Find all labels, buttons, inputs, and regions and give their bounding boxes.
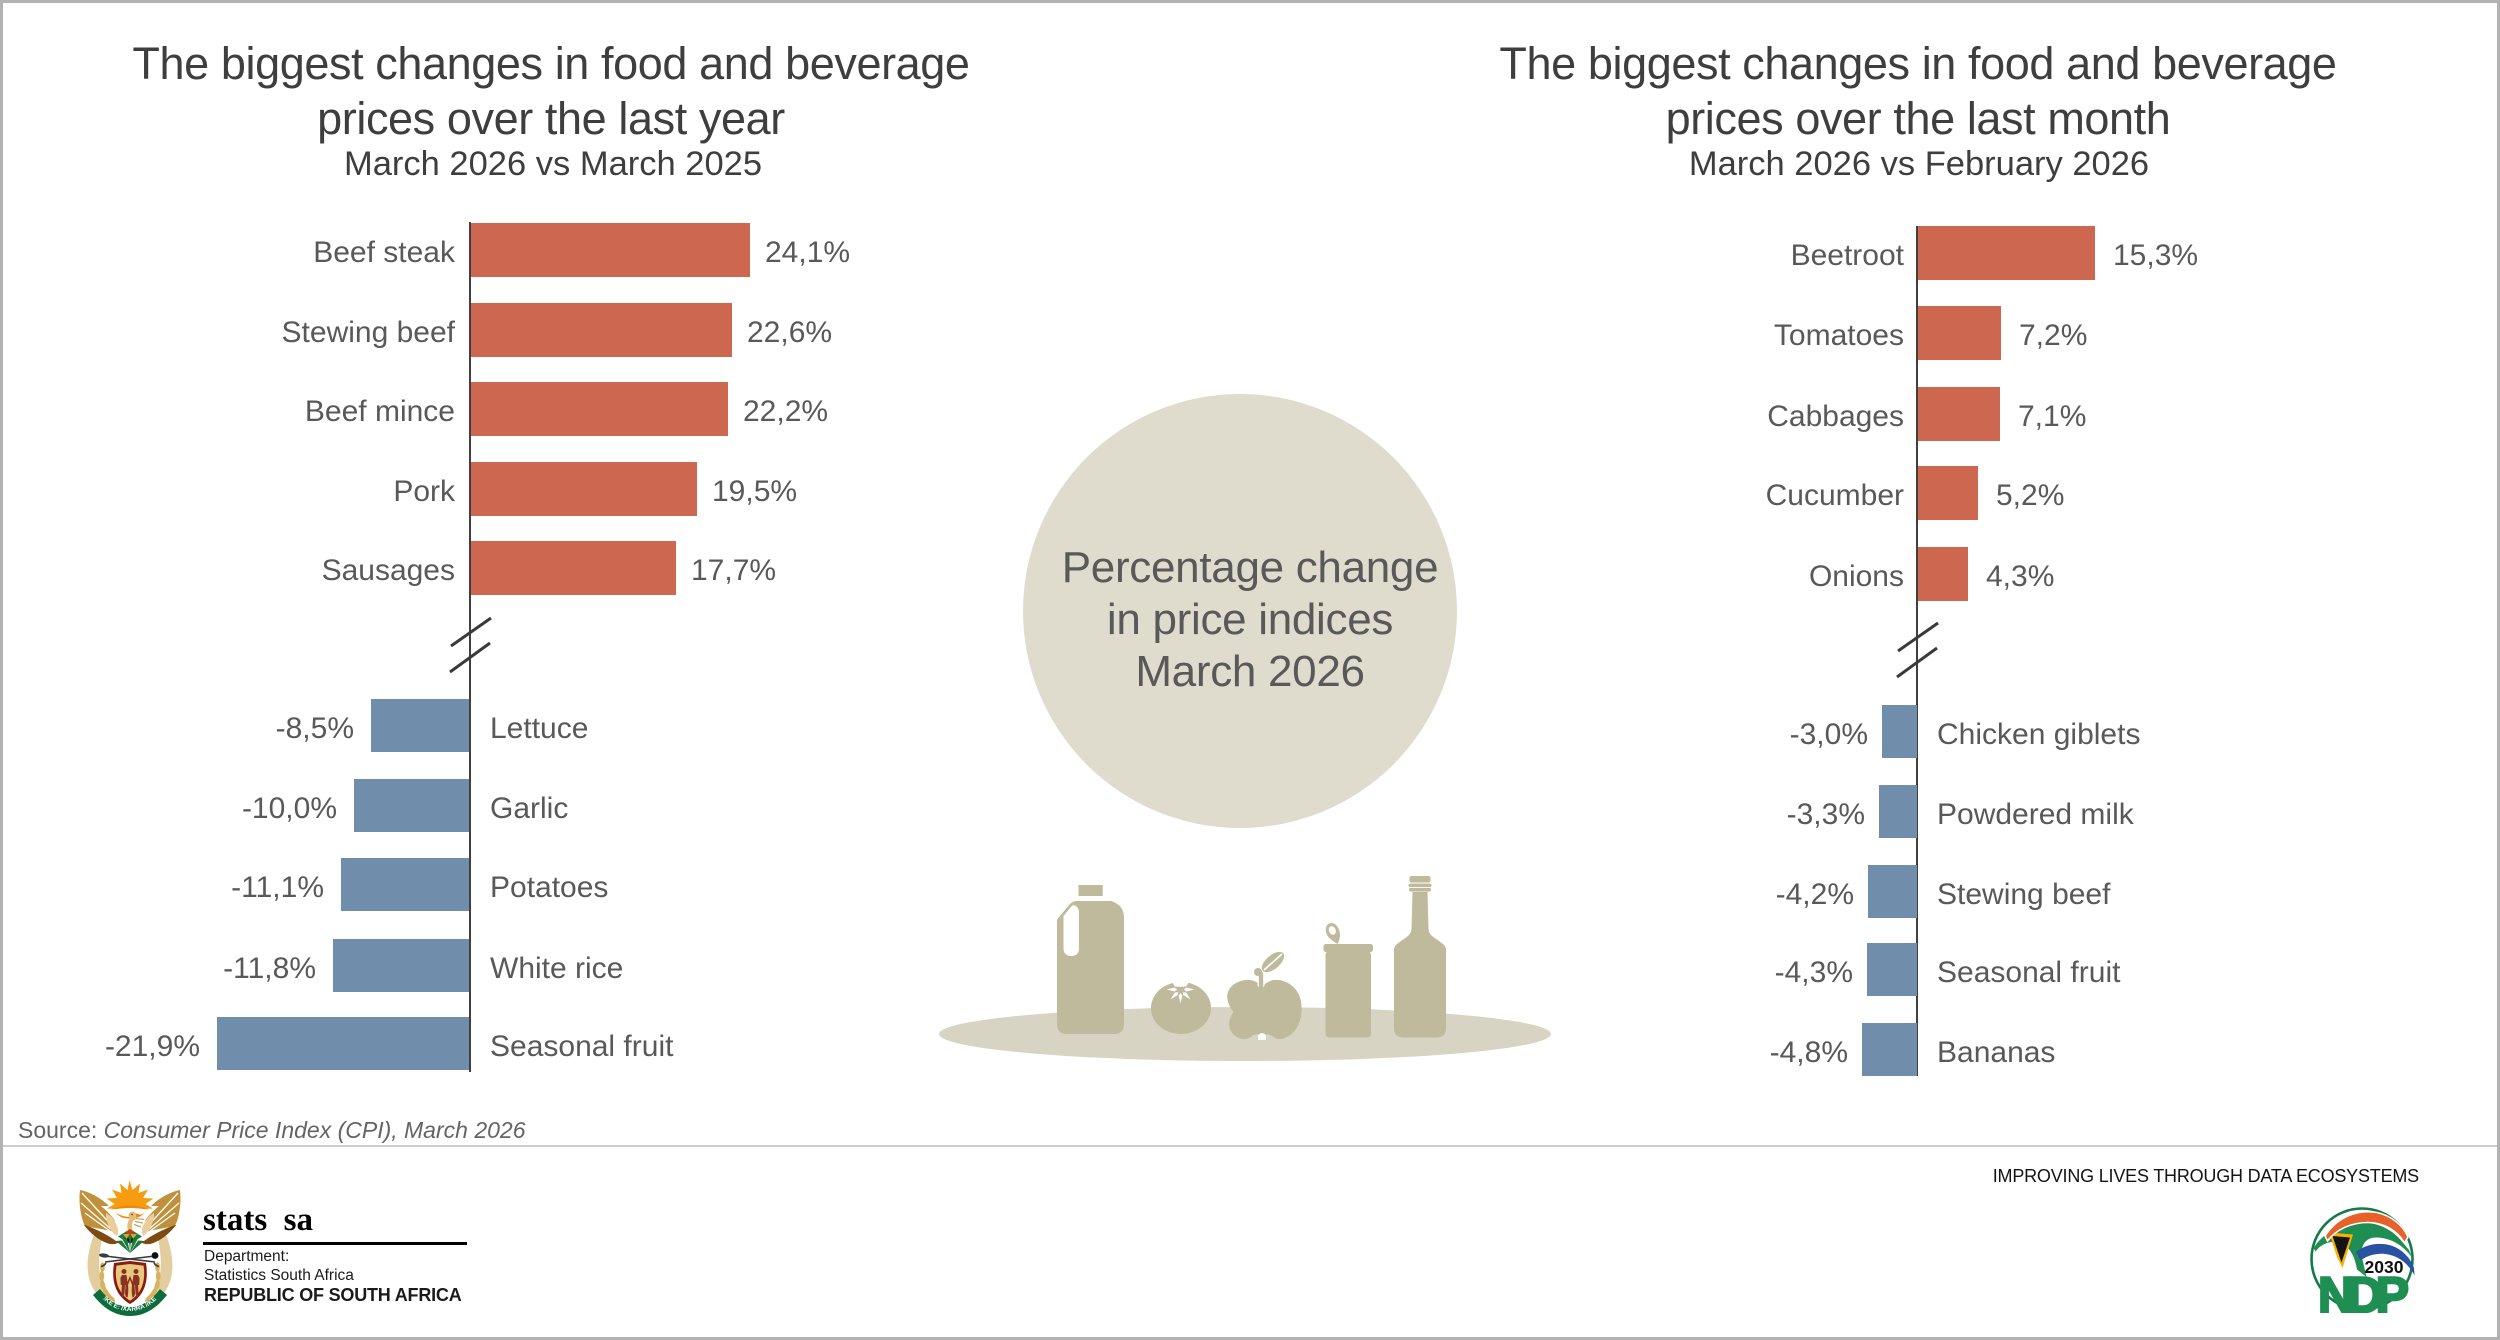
svg-text:NDP: NDP [2318,1267,2409,1313]
svg-text:2030: 2030 [2365,1257,2404,1277]
